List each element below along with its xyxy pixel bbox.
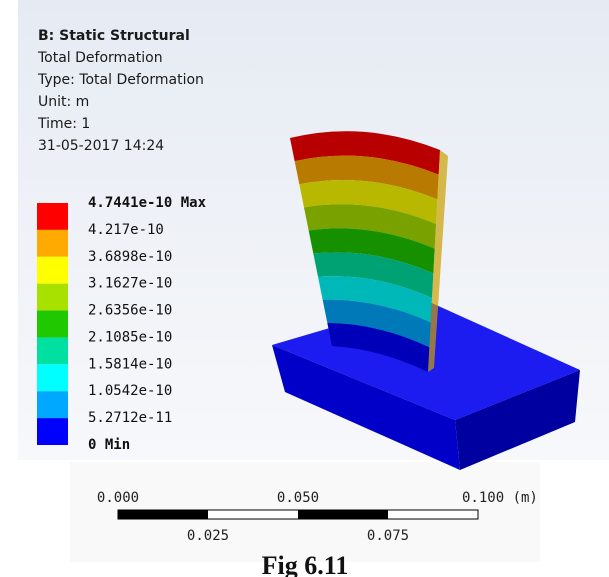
scale-label: 0.050 bbox=[277, 490, 319, 506]
legend-swatch bbox=[37, 337, 68, 364]
legend-swatch bbox=[37, 364, 68, 391]
legend-label: 4.217e-10 bbox=[88, 222, 164, 238]
scale-segment bbox=[118, 510, 208, 519]
legend-swatch bbox=[37, 257, 68, 284]
legend-swatch bbox=[37, 230, 68, 257]
legend-label: 2.6356e-10 bbox=[88, 303, 172, 319]
caption: Fig 6.11 bbox=[262, 551, 349, 577]
legend-swatch bbox=[37, 311, 68, 338]
scale-label: 0.025 bbox=[187, 528, 229, 544]
scale-label: 0.000 bbox=[97, 490, 139, 506]
scale-segment bbox=[298, 510, 388, 519]
legend-label: 1.0542e-10 bbox=[88, 383, 172, 399]
legend-label: 5.2712e-11 bbox=[88, 410, 172, 426]
header-line: Time: 1 bbox=[37, 116, 90, 132]
legend-label: 4.7441e-10 Max bbox=[88, 195, 207, 211]
header-line: Unit: m bbox=[38, 94, 89, 110]
legend-label: 2.1085e-10 bbox=[88, 329, 172, 345]
legend-label: 1.5814e-10 bbox=[88, 356, 172, 372]
header-line: 31-05-2017 14:24 bbox=[38, 138, 164, 154]
header-line: Type: Total Deformation bbox=[37, 72, 204, 88]
legend-swatch bbox=[37, 418, 68, 445]
screenshot: B: Static Structural Total Deformation Ty… bbox=[0, 0, 609, 577]
legend-swatch bbox=[37, 391, 68, 418]
header-line: Total Deformation bbox=[37, 50, 163, 66]
scale-label: 0.100 (m) bbox=[462, 490, 538, 506]
result-title: B: Static Structural bbox=[38, 28, 190, 44]
legend-label: 0 Min bbox=[88, 437, 130, 453]
legend-label: 3.6898e-10 bbox=[88, 249, 172, 265]
scale-label: 0.075 bbox=[367, 528, 409, 544]
legend-swatch bbox=[37, 284, 68, 311]
legend-label: 3.1627e-10 bbox=[88, 276, 172, 292]
legend-swatch bbox=[37, 203, 68, 230]
